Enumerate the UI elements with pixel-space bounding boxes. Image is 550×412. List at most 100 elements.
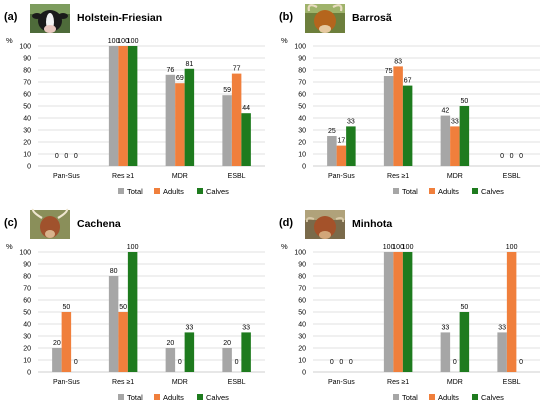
legend-swatch [154,394,160,400]
bar [222,95,232,166]
bar [346,126,356,166]
y-tick-label: 80 [298,68,306,75]
cow-muzzle [319,231,331,239]
y-tick-label: 80 [23,274,31,281]
y-tick-label: 60 [298,92,306,99]
bar [241,113,251,166]
bar [497,332,507,372]
x-tick-label: ESBL [503,173,521,180]
y-tick-label: 20 [23,140,31,147]
y-tick-label: 40 [298,116,306,123]
cow-ear [32,13,42,19]
legend-label: Total [127,187,143,196]
bar [118,312,128,372]
data-label: 33 [441,324,449,331]
panel-label: (b) [279,11,293,23]
legend-swatch [118,188,124,194]
y-tick-label: 10 [23,152,31,159]
data-label: 83 [394,58,402,65]
legend-label: Total [402,187,418,196]
bar [440,332,451,372]
legend-swatch [393,188,399,194]
photo-sky [30,4,70,14]
photo-sky [305,210,345,220]
x-tick-label: Pan-Sus [53,173,80,180]
x-tick-label: MDR [447,173,463,180]
data-label: 33 [185,324,193,331]
bar [450,126,460,166]
panel-label: (c) [4,217,18,229]
photo-sky [305,4,345,13]
bar [165,348,176,372]
x-tick-label: Pan-Sus [328,379,355,386]
y-tick-label: 10 [298,152,306,159]
bar [222,348,232,372]
data-label: 33 [498,324,506,331]
x-tick-label: Pan-Sus [328,173,355,180]
data-label: 100 [108,38,120,45]
data-label: 20 [166,340,174,347]
bar [175,83,185,166]
bar [127,46,138,166]
y-tick-label: 100 [19,44,31,51]
chart-title: Minhota [352,218,392,230]
bar [336,145,347,166]
cachena-cow-photo [30,208,70,239]
chart-title: Holstein-Friesian [77,12,162,24]
data-label: 42 [441,108,449,115]
cow-head [40,216,60,238]
bar [402,252,413,372]
x-tick-label: Res ≥1 [112,173,134,180]
legend-label: Calves [481,393,504,402]
data-label: 100 [392,244,404,251]
cow-horn [57,208,69,219]
y-tick-label: 90 [298,56,306,63]
data-label: 20 [53,340,61,347]
data-label: 0 [519,359,523,366]
y-tick-label: 60 [298,298,306,305]
y-tick-label: 100 [294,44,306,51]
data-label: 81 [185,61,193,68]
data-label: 0 [453,359,457,366]
y-axis-unit: % [6,242,13,251]
y-tick-label: 70 [23,80,31,87]
barrosa-cow-photo [305,4,345,33]
y-tick-label: 50 [298,310,306,317]
bar [108,46,119,166]
x-tick-label: MDR [172,379,188,386]
legend-label: Adults [163,393,184,402]
data-label: 0 [178,359,182,366]
data-label: 69 [176,75,184,82]
data-label: 100 [117,38,129,45]
bar [393,66,403,166]
cow-head [314,10,336,32]
data-label: 0 [74,359,78,366]
legend-label: Calves [481,187,504,196]
data-label: 50 [62,304,70,311]
panel-label: (d) [279,217,293,229]
bar [506,252,517,372]
cow-horn [307,4,318,12]
y-tick-label: 70 [23,286,31,293]
data-label: 20 [223,340,231,347]
data-label: 0 [235,359,239,366]
legend-swatch [472,188,478,194]
x-tick-label: ESBL [228,173,246,180]
bar [165,74,176,166]
data-label: 100 [506,244,518,251]
data-label: 0 [339,359,343,366]
data-label: 50 [460,98,468,105]
legend-swatch [429,188,435,194]
bar [402,85,413,166]
data-label: 0 [64,153,68,160]
y-tick-label: 90 [298,262,306,269]
data-label: 0 [519,153,523,160]
holstein-friesian-cow-photo [30,4,70,33]
legend-swatch [197,394,203,400]
y-tick-label: 20 [298,140,306,147]
y-tick-label: 50 [23,104,31,111]
data-label: 77 [233,66,241,73]
y-tick-label: 40 [23,116,31,123]
bar [327,136,337,166]
